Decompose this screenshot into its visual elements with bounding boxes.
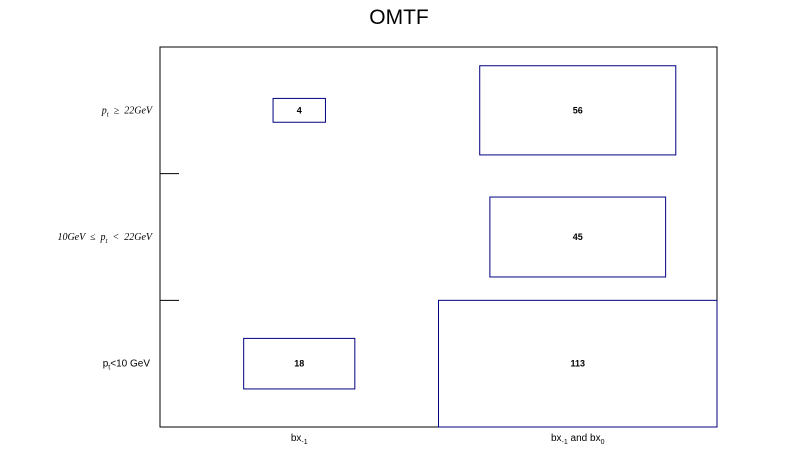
value-label: 56 <box>573 105 583 115</box>
value-box <box>243 337 356 390</box>
x-axis-labels: bx-1 bx-1 and bx0 <box>291 433 605 446</box>
value-boxes: 4 56 45 18 113 <box>243 65 718 428</box>
y-axis-labels: pt<10 GeV 10GeV ≤ pt < 22GeV pt ≥ 22GeV <box>57 105 153 371</box>
value-box <box>489 196 667 278</box>
chart-title: OMTF <box>369 6 428 29</box>
y-label-low: pt<10 GeV <box>103 359 151 372</box>
y-label-mid: 10GeV ≤ pt < 22GeV <box>57 232 153 245</box>
value-label: 18 <box>294 359 304 369</box>
y-label-high: pt ≥ 22GeV <box>101 105 154 118</box>
value-label: 4 <box>297 105 302 115</box>
x-tick-label: bx-1 and bx0 <box>551 433 605 446</box>
axis-ticks <box>160 173 179 301</box>
x-tick-label: bx-1 <box>291 433 308 446</box>
value-box <box>438 299 718 428</box>
value-label: 113 <box>570 359 585 369</box>
value-box <box>272 97 326 123</box>
value-label: 45 <box>573 232 583 242</box>
value-box <box>479 65 677 156</box>
